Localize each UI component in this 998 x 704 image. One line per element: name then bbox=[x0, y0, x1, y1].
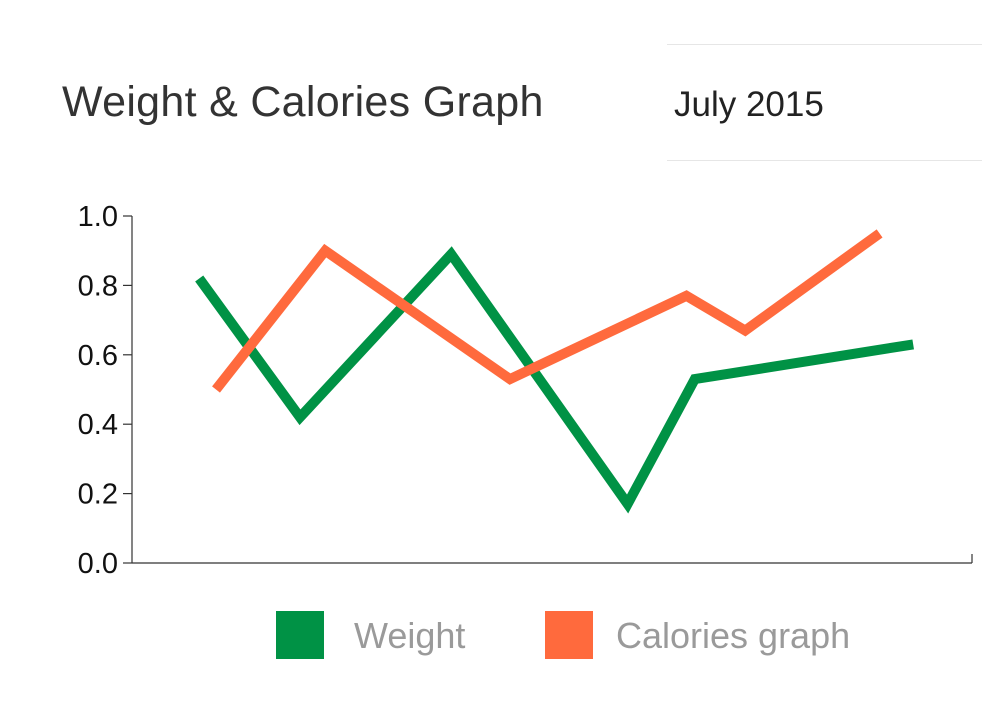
series-1-point bbox=[879, 232, 881, 234]
series-1-point bbox=[685, 295, 687, 297]
legend-swatch-1 bbox=[545, 611, 593, 659]
series-line-1 bbox=[212, 229, 883, 393]
y-tick-label: 0.0 bbox=[78, 548, 118, 580]
y-tick-label: 0.6 bbox=[78, 340, 118, 372]
series-0-point bbox=[299, 416, 301, 418]
month-selector[interactable]: July 2015 bbox=[667, 44, 982, 161]
y-tick-label: 1.0 bbox=[78, 201, 118, 233]
chart-axes: 0.0 0.2 0.4 0.6 0.8 1.0 bbox=[78, 201, 973, 580]
legend-swatch-0 bbox=[276, 611, 324, 659]
legend-label-1: Calories graph bbox=[616, 615, 850, 656]
series-0-point bbox=[627, 503, 629, 505]
legend-label-0: Weight bbox=[354, 615, 465, 656]
y-tick-label: 0.4 bbox=[78, 409, 118, 441]
month-label: July 2015 bbox=[674, 85, 824, 124]
y-tick-label: 0.8 bbox=[78, 270, 118, 302]
series-line-0 bbox=[195, 246, 914, 514]
series-0-point bbox=[198, 277, 200, 279]
chart-series bbox=[195, 229, 914, 514]
series-0-point bbox=[912, 343, 914, 345]
page-title: Weight & Calories Graph bbox=[62, 78, 544, 126]
series-0-point bbox=[694, 378, 696, 380]
y-tick-label: 0.2 bbox=[78, 479, 118, 511]
series-1-point bbox=[215, 389, 217, 391]
series-1-point bbox=[324, 250, 326, 252]
series-0-point bbox=[450, 253, 452, 255]
series-1-point bbox=[509, 378, 511, 380]
series-1-point bbox=[744, 330, 746, 332]
chart-legend: Weight Calories graph bbox=[276, 611, 850, 659]
